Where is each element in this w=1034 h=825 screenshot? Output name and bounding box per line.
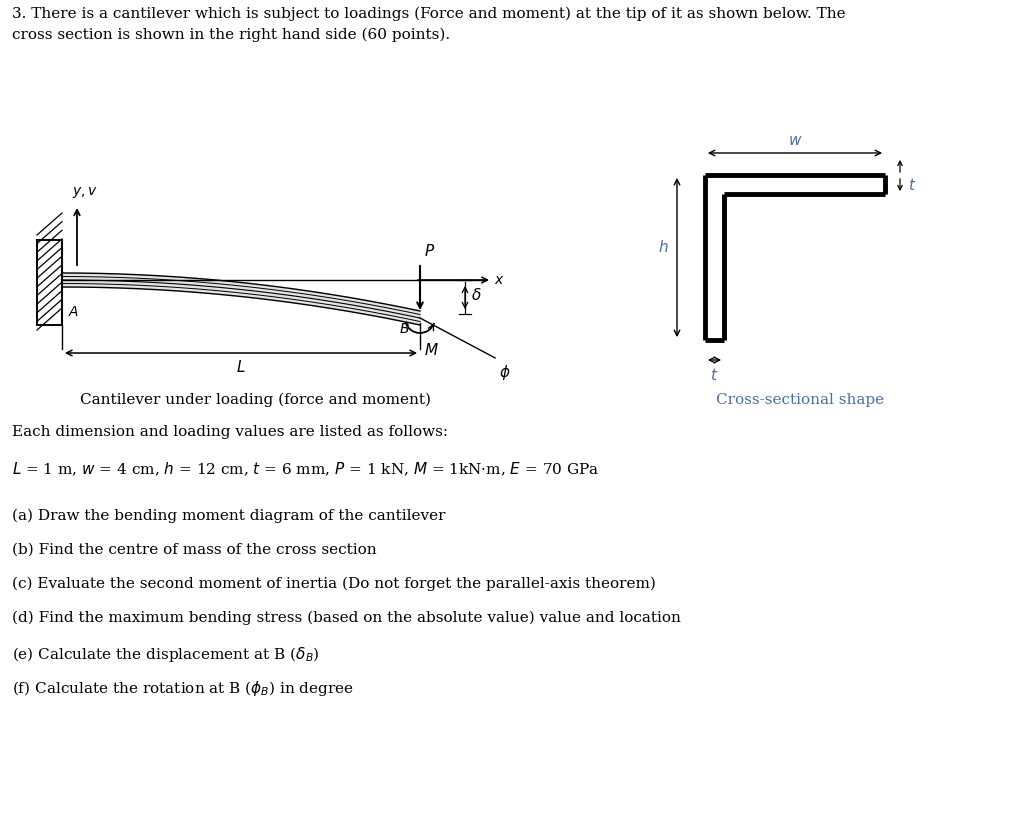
Text: $\delta$: $\delta$: [472, 287, 482, 303]
Polygon shape: [62, 273, 420, 325]
Text: (f) Calculate the rotation at B ($\phi_B$) in degree: (f) Calculate the rotation at B ($\phi_B…: [12, 679, 354, 698]
Text: $A$: $A$: [68, 305, 80, 319]
Text: Each dimension and loading values are listed as follows:: Each dimension and loading values are li…: [12, 425, 448, 439]
Text: cross section is shown in the right hand side (60 points).: cross section is shown in the right hand…: [12, 28, 450, 42]
Text: (a) Draw the bending moment diagram of the cantilever: (a) Draw the bending moment diagram of t…: [12, 509, 446, 523]
Text: (d) Find the maximum bending stress (based on the absolute value) value and loca: (d) Find the maximum bending stress (bas…: [12, 611, 680, 625]
Text: $M$: $M$: [424, 342, 438, 358]
Polygon shape: [37, 240, 62, 325]
Text: 3. There is a cantilever which is subject to loadings (Force and moment) at the : 3. There is a cantilever which is subjec…: [12, 7, 846, 21]
Text: $L$ = 1 m, $w$ = 4 cm, $h$ = 12 cm, $t$ = 6 mm, $P$ = 1 kN, $M$ = 1kN·m, $E$ = 7: $L$ = 1 m, $w$ = 4 cm, $h$ = 12 cm, $t$ …: [12, 461, 600, 478]
Text: $t$: $t$: [908, 177, 916, 192]
Text: (c) Evaluate the second moment of inertia (Do not forget the parallel-axis theor: (c) Evaluate the second moment of inerti…: [12, 577, 656, 592]
Text: (e) Calculate the displacement at B ($\delta_B$): (e) Calculate the displacement at B ($\d…: [12, 645, 320, 664]
Text: $y, v$: $y, v$: [72, 185, 98, 200]
Text: (b) Find the centre of mass of the cross section: (b) Find the centre of mass of the cross…: [12, 543, 376, 557]
Text: Cross-sectional shape: Cross-sectional shape: [716, 393, 884, 407]
Text: $P$: $P$: [424, 243, 435, 259]
Text: $x$: $x$: [494, 273, 505, 287]
Text: $\phi$: $\phi$: [499, 363, 511, 382]
Text: Cantilever under loading (force and moment): Cantilever under loading (force and mome…: [80, 393, 430, 408]
Text: $w$: $w$: [788, 133, 802, 148]
Text: $h$: $h$: [659, 239, 669, 256]
Text: $L$: $L$: [236, 359, 246, 375]
Text: $t$: $t$: [710, 367, 719, 383]
Text: $B$: $B$: [399, 322, 410, 336]
